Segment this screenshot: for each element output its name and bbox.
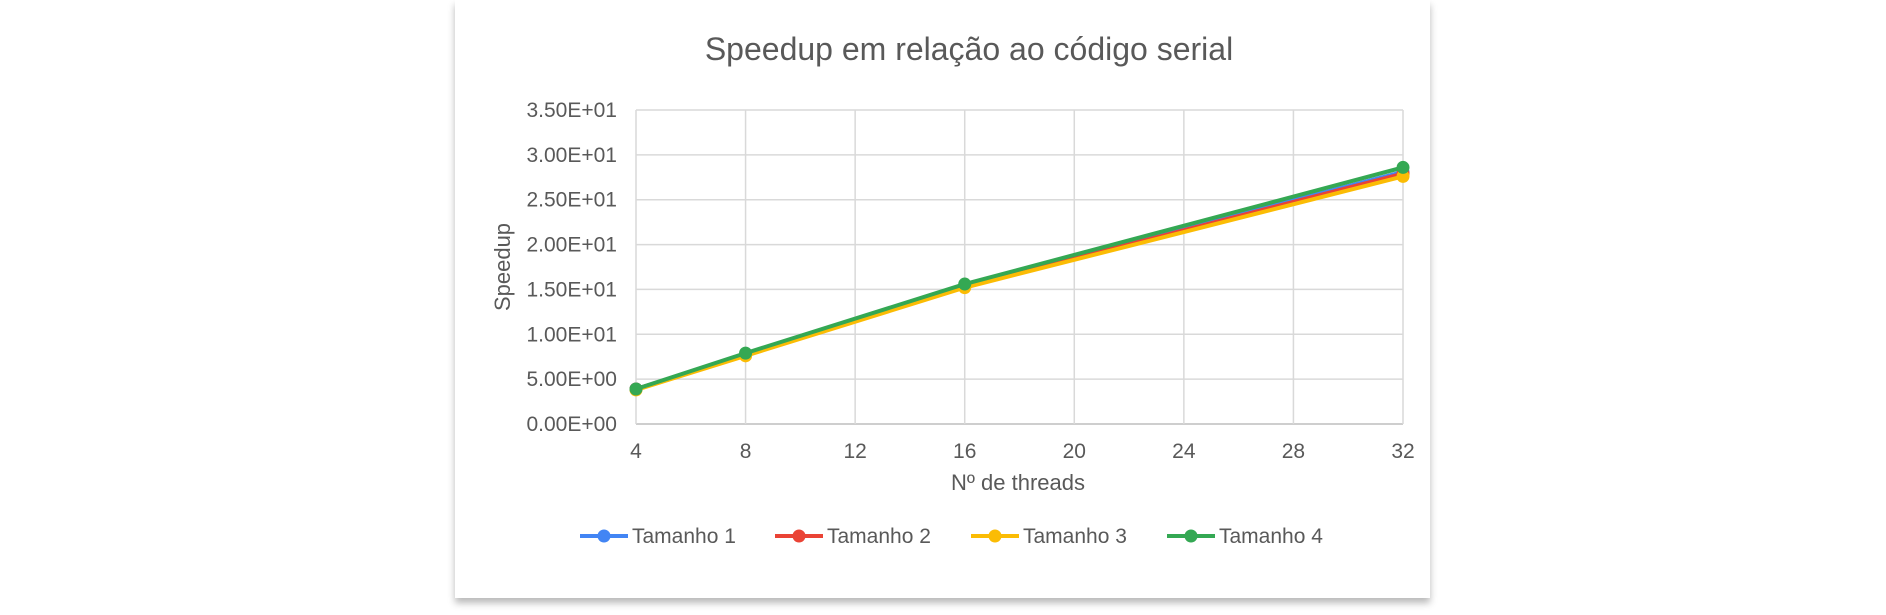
chart-title: Speedup em relação ao código serial	[705, 31, 1233, 67]
data-point	[1396, 169, 1410, 183]
series-line	[634, 165, 1405, 392]
legend-label: Tamanho 4	[1219, 525, 1323, 548]
data-point	[629, 382, 643, 396]
y-tick-label: 2.50E+01	[526, 189, 617, 212]
x-tick-label: 4	[630, 440, 642, 463]
data-point	[1396, 160, 1410, 174]
x-tick-label: 20	[1063, 440, 1086, 463]
legend-item-2[interactable]: Tamanho 2	[775, 525, 931, 548]
legend-label: Tamanho 3	[1023, 525, 1127, 548]
legend-marker	[988, 529, 1002, 543]
legend-item-1[interactable]: Tamanho 1	[580, 525, 736, 548]
x-tick-label: 28	[1282, 440, 1305, 463]
grid	[635, 109, 1404, 425]
x-tick-label: 16	[953, 440, 976, 463]
x-tick-label: 24	[1172, 440, 1196, 463]
y-tick-label: 0.00E+00	[526, 413, 617, 436]
legend-marker	[597, 529, 611, 543]
x-tick-label: 8	[740, 440, 752, 463]
legend-marker	[1184, 529, 1198, 543]
chart-card	[455, 0, 1430, 598]
data-point	[958, 277, 972, 291]
y-tick-label: 2.00E+01	[526, 234, 617, 257]
legend-item-4[interactable]: Tamanho 4	[1167, 525, 1323, 548]
series-4	[629, 160, 1410, 396]
y-tick-label: 1.50E+01	[526, 278, 617, 301]
legend-label: Tamanho 1	[632, 525, 736, 548]
y-tick-label: 5.00E+00	[526, 368, 617, 391]
legend: Tamanho 1 Tamanho 2 Tamanho 3 Tamanho 4	[580, 525, 1323, 548]
x-tick-label: 32	[1391, 440, 1414, 463]
legend-marker	[792, 529, 806, 543]
x-tick-label: 12	[843, 440, 866, 463]
y-tick-label: 3.50E+01	[526, 99, 617, 122]
series-3	[629, 169, 1410, 397]
legend-item-3[interactable]: Tamanho 3	[971, 525, 1127, 548]
series-layer	[629, 160, 1410, 397]
y-tick-label: 1.00E+01	[526, 323, 617, 346]
y-axis-ticks: 0.00E+00 5.00E+00 1.00E+01 1.50E+01 2.00E+01…	[526, 99, 617, 436]
y-tick-label: 3.00E+01	[526, 144, 617, 167]
data-point	[739, 346, 753, 360]
legend-label: Tamanho 2	[827, 525, 931, 548]
y-axis-title: Speedup	[490, 223, 515, 311]
x-axis-ticks: 4 8 12 16 20 24 28 32	[630, 440, 1415, 463]
x-axis-title: Nº de threads	[951, 470, 1085, 495]
